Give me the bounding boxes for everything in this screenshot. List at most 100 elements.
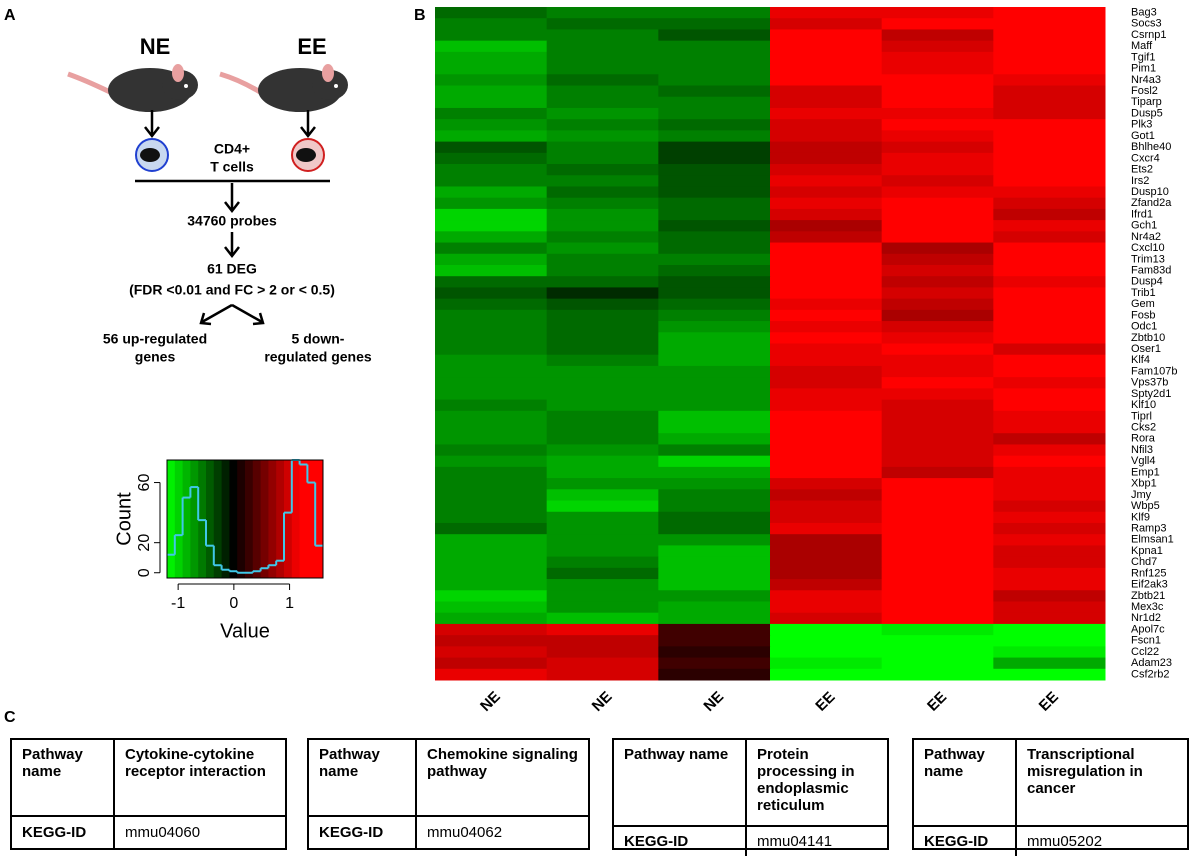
heatmap-cell [658, 309, 771, 322]
heatmap-cell [546, 466, 659, 479]
heatmap-cell [993, 433, 1106, 445]
heatmap-cell [658, 186, 771, 199]
heatmap-cell [993, 623, 1106, 636]
heatmap-cell [435, 231, 548, 244]
heatmap-cell [546, 264, 659, 277]
cell-nucleus [140, 148, 160, 162]
heatmap-cell [658, 208, 771, 221]
heatmap-cell [881, 186, 994, 199]
heatmap-cell [435, 309, 548, 322]
column-label: EE [924, 689, 950, 715]
heatmap-cell [546, 74, 659, 87]
heatmap-cell [435, 264, 548, 277]
row-label: Adam23 [1131, 657, 1172, 669]
table-cell: mmu04141 [757, 833, 833, 850]
row-label: Mex3c [1131, 601, 1164, 613]
row-label: Rora [1131, 433, 1156, 445]
row-label: Nr4a3 [1131, 74, 1161, 86]
heatmap-cell [546, 29, 659, 42]
row-label: Jmy [1131, 489, 1152, 501]
heatmap-cell [658, 433, 771, 445]
heatmap-cell [546, 107, 659, 120]
heatmap-cell [658, 534, 771, 546]
heatmap-cell [770, 321, 883, 333]
heatmap-cell [881, 623, 994, 636]
heatmap-cell [435, 556, 548, 569]
table-cell: KEGG-ID [309, 817, 417, 848]
heatmap-cell [546, 164, 659, 176]
heatmap-cell [881, 365, 994, 378]
heatmap-cell [435, 51, 548, 64]
heatmap-cell [770, 489, 883, 502]
color-key-band [229, 460, 238, 578]
heatmap-cell [435, 579, 548, 591]
table-cell: Pathway name [914, 740, 1017, 827]
heatmap-cell [435, 40, 548, 53]
heatmap-cell [993, 500, 1106, 513]
color-key-band [237, 460, 246, 578]
heatmap-cell [770, 635, 883, 647]
heatmap-cell [881, 85, 994, 98]
heatmap-cell [546, 152, 659, 165]
heatmap-cell [993, 668, 1106, 681]
heatmap-cell [881, 556, 994, 569]
heatmap-cell [993, 186, 1106, 199]
heatmap-cell [435, 141, 548, 154]
heatmap-cell [881, 130, 994, 143]
heatmap-cell [546, 601, 659, 614]
heatmap-cell [881, 74, 994, 87]
diagram-text: (FDR <0.01 and FC > 2 or < 0.5) [129, 282, 335, 298]
heatmap-cell [993, 152, 1106, 165]
heatmap-cell [881, 657, 994, 670]
heatmap-cell [435, 466, 548, 479]
heatmap-cell [993, 7, 1106, 19]
heatmap-cell [435, 74, 548, 87]
heatmap-cell [770, 141, 883, 154]
heatmap-cell [770, 500, 883, 513]
heatmap-cell [993, 455, 1106, 468]
heatmap-cell [435, 85, 548, 98]
heatmap-cell [546, 545, 659, 558]
heatmap-cell [435, 511, 548, 524]
heatmap-cell [658, 175, 771, 187]
table-cell: mmu04062 [427, 824, 503, 841]
heatmap-cell [658, 511, 771, 524]
heatmap-cell [435, 175, 548, 187]
heatmap-cell [435, 635, 548, 647]
x-tick-label: 0 [229, 595, 238, 612]
heatmap-cell [770, 567, 883, 580]
table-cell: Chemokine signaling pathway [417, 740, 588, 817]
heatmap-cell [658, 500, 771, 513]
heatmap-cell [770, 354, 883, 367]
heatmap-cell [881, 489, 994, 502]
heatmap-cell [546, 668, 659, 681]
diagram-text: regulated genes [264, 349, 372, 365]
row-label: Bhlhe40 [1131, 141, 1171, 153]
heatmap-cell [546, 208, 659, 221]
heatmap-cell [435, 287, 548, 300]
heatmap-cell [770, 343, 883, 356]
heatmap-cell [658, 657, 771, 670]
row-label: Zbtb10 [1131, 332, 1165, 344]
heatmap-cell [770, 444, 883, 457]
heatmap-cell [993, 545, 1106, 558]
heatmap-cell [658, 130, 771, 143]
heatmap-cell [993, 18, 1106, 30]
heatmap-cell [881, 141, 994, 154]
heatmap-cell [658, 107, 771, 120]
row-label: Socs3 [1131, 18, 1162, 30]
heatmap-cell [435, 478, 548, 490]
heatmap-cell [658, 29, 771, 42]
heatmap-cell [770, 298, 883, 311]
heatmap-cell [993, 444, 1106, 457]
heatmap-cell [435, 433, 548, 445]
heatmap-cell [993, 590, 1106, 602]
heatmap-cell [993, 96, 1106, 109]
group-label: NE [140, 34, 171, 59]
heatmap-cell [993, 399, 1106, 412]
heatmap-cell [993, 556, 1106, 569]
heatmap-cell [435, 164, 548, 176]
heatmap-cell [435, 646, 548, 659]
color-key-band [190, 460, 199, 578]
heatmap-cell [435, 377, 548, 389]
